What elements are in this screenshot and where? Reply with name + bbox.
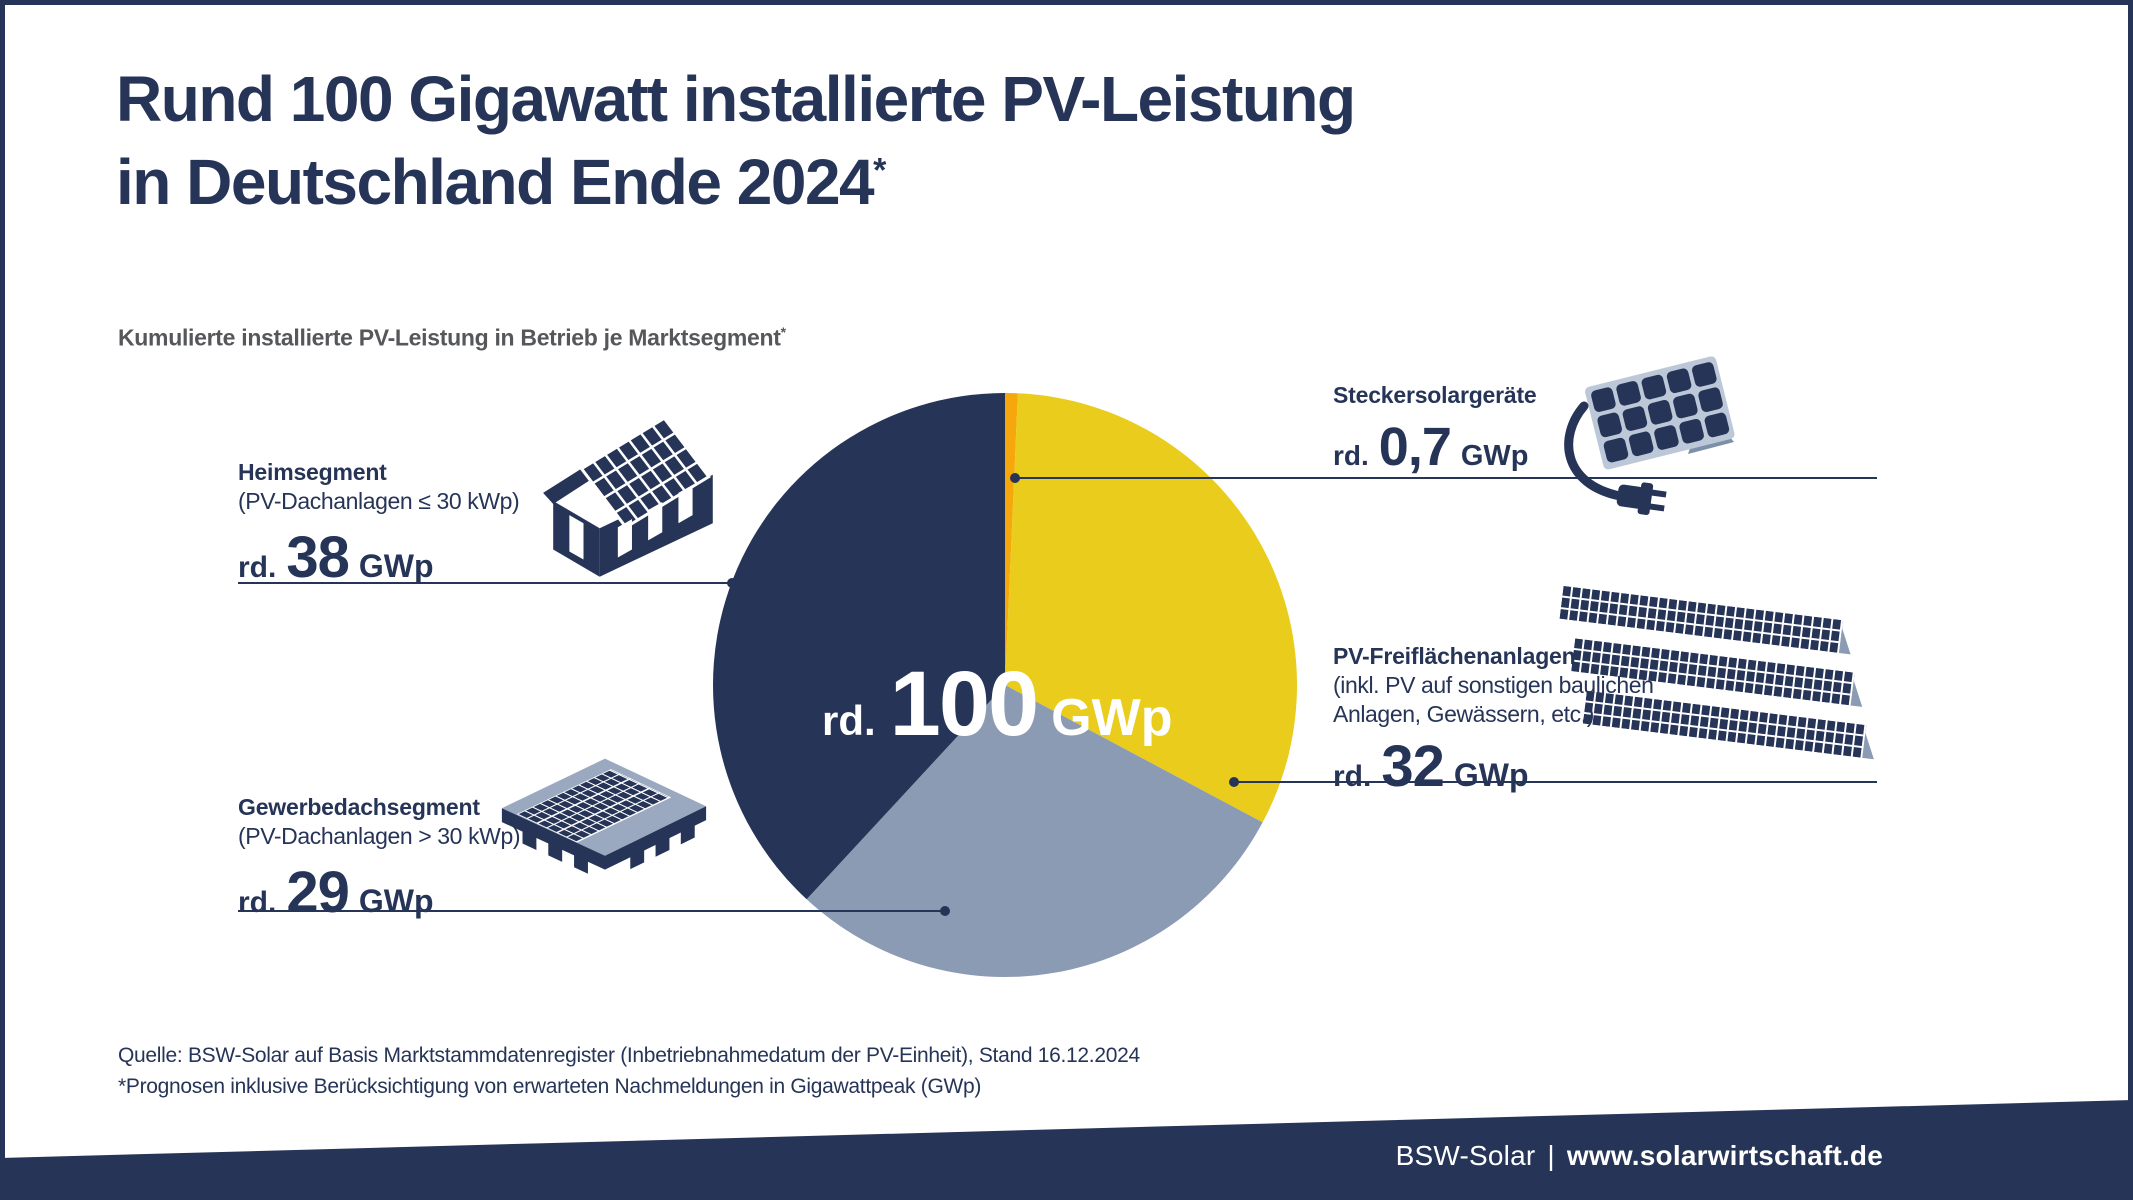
gewerbedach-title: Gewerbedachsegment xyxy=(238,794,480,820)
freiflaechen-value-unit: GWp xyxy=(1453,757,1529,793)
steckersolar-title: Steckersolargeräte xyxy=(1333,382,1537,408)
pie-slice-freiflaechen xyxy=(1005,393,1297,823)
house-window-1 xyxy=(617,519,632,558)
steckersolar-value-unit: GWp xyxy=(1460,440,1529,472)
source-line1: Quelle: BSW-Solar auf Basis Marktstammda… xyxy=(118,1044,1140,1067)
pie-slice-gewerbedach xyxy=(806,685,1263,977)
source-note: Quelle: BSW-Solar auf Basis Marktstammda… xyxy=(118,1040,1140,1102)
footer-brand: BSW-Solar xyxy=(1395,1140,1536,1171)
plug-cable xyxy=(1564,401,1625,501)
title-asterisk: * xyxy=(873,151,886,190)
leader-dot-gewerbedach xyxy=(940,906,950,916)
roof-slab-side xyxy=(501,806,707,870)
heimsegment-value: rd. 38 GWp xyxy=(238,524,519,591)
title-line1: Rund 100 Gigawatt installierte PV-Leistu… xyxy=(116,63,1356,135)
gewerbedach-subtitle: (PV-Dachanlagen > 30 kWp) xyxy=(238,823,521,849)
freiflaechen-subtitle-2: Anlagen, Gewässern, etc.) xyxy=(1333,701,1595,727)
house-roof-overhang xyxy=(543,468,591,505)
freiflaechen-value-prefix: rd. xyxy=(1333,760,1372,793)
label-gewerbedach: Gewerbedachsegment (PV-Dachanlagen > 30 … xyxy=(238,793,521,926)
plug-icon xyxy=(1616,482,1667,516)
house-solar-roof-icon xyxy=(543,416,713,577)
commercial-roof-solar-icon xyxy=(501,758,707,874)
source-line2: *Prognosen inklusive Berücksichtigung vo… xyxy=(118,1075,982,1098)
heimsegment-value-unit: GWp xyxy=(358,548,434,584)
leader-dot-heimsegment xyxy=(727,578,737,588)
gewerbedach-value: rd. 29 GWp xyxy=(238,859,520,926)
footer-text: BSW-Solar | www.solarwirtschaft.de xyxy=(1396,1140,1883,1172)
label-heimsegment: Heimsegment (PV-Dachanlagen ≤ 30 kWp) rd… xyxy=(238,458,520,591)
steckersolar-value-number: 0,7 xyxy=(1378,417,1452,477)
pie-center-unit: GWp xyxy=(1051,689,1173,747)
roof-supports xyxy=(522,823,695,874)
page-title: Rund 100 Gigawatt installierte PV-Leistu… xyxy=(116,58,1356,224)
ground-mounted-pv-icon xyxy=(1559,585,1874,760)
pie-chart xyxy=(713,393,1297,977)
pie-slice-steckersolargeraete xyxy=(1005,393,1018,685)
steckersolar-value-prefix: rd. xyxy=(1333,440,1369,471)
plugin-panel xyxy=(1585,356,1735,470)
freiflaechen-title: PV-Freiflächenanlagen xyxy=(1333,643,1576,669)
plugin-solar-device-icon xyxy=(1564,356,1735,516)
house-panel-grid xyxy=(591,424,699,521)
heimsegment-title: Heimsegment xyxy=(238,459,387,485)
leader-line-freiflaechen xyxy=(1229,777,1877,787)
roof-panel-arrays xyxy=(516,769,672,843)
label-freiflaechen: PV-Freiflächenanlagen (inkl. PV auf sons… xyxy=(1333,642,1654,800)
freiflaechen-value: rd. 32 GWp xyxy=(1333,733,1654,800)
freiflaechen-value-number: 32 xyxy=(1381,734,1445,799)
gewerbedach-value-prefix: rd. xyxy=(238,886,277,919)
heimsegment-value-number: 38 xyxy=(286,525,350,590)
leader-line-steckersolar xyxy=(1010,473,1877,483)
freiflaechen-subtitle-1: (inkl. PV auf sonstigen baulichen xyxy=(1333,672,1654,698)
chart-subtitle-asterisk: * xyxy=(780,324,786,340)
leader-dot-freiflaechen xyxy=(1229,777,1239,787)
gewerbedach-value-number: 29 xyxy=(286,860,350,925)
footer-url[interactable]: www.solarwirtschaft.de xyxy=(1566,1140,1883,1171)
label-steckersolar: Steckersolargeräte rd. 0,7 GWp xyxy=(1333,381,1537,478)
chart-subtitle-text: Kumulierte installierte PV-Leistung in B… xyxy=(118,324,781,351)
pv-row-3 xyxy=(1582,690,1874,760)
leader-line-gewerbedach xyxy=(238,906,950,916)
pie-center-prefix: rd. xyxy=(822,697,876,744)
title-line2: in Deutschland Ende 2024 xyxy=(116,146,875,218)
house-window-3 xyxy=(678,484,693,524)
steckersolar-value: rd. 0,7 GWp xyxy=(1333,416,1537,478)
pie-slice-heim xyxy=(713,393,1005,900)
chart-subtitle: Kumulierte installierte PV-Leistung in B… xyxy=(118,324,786,352)
gewerbedach-value-unit: GWp xyxy=(358,883,434,919)
heimsegment-value-prefix: rd. xyxy=(238,551,277,584)
heimsegment-subtitle: (PV-Dachanlagen ≤ 30 kWp) xyxy=(238,488,520,514)
house-door xyxy=(569,515,584,560)
leader-line-heimsegment xyxy=(238,578,737,588)
leader-dot-steckersolar xyxy=(1010,473,1020,483)
footer-separator: | xyxy=(1547,1140,1555,1171)
pie-center-value: 100 xyxy=(889,653,1039,755)
pie-center-label: rd. 100 GWp xyxy=(822,652,1172,757)
pv-row-1 xyxy=(1559,585,1851,655)
house-window-2 xyxy=(648,501,663,541)
pv-row-2 xyxy=(1571,638,1863,707)
